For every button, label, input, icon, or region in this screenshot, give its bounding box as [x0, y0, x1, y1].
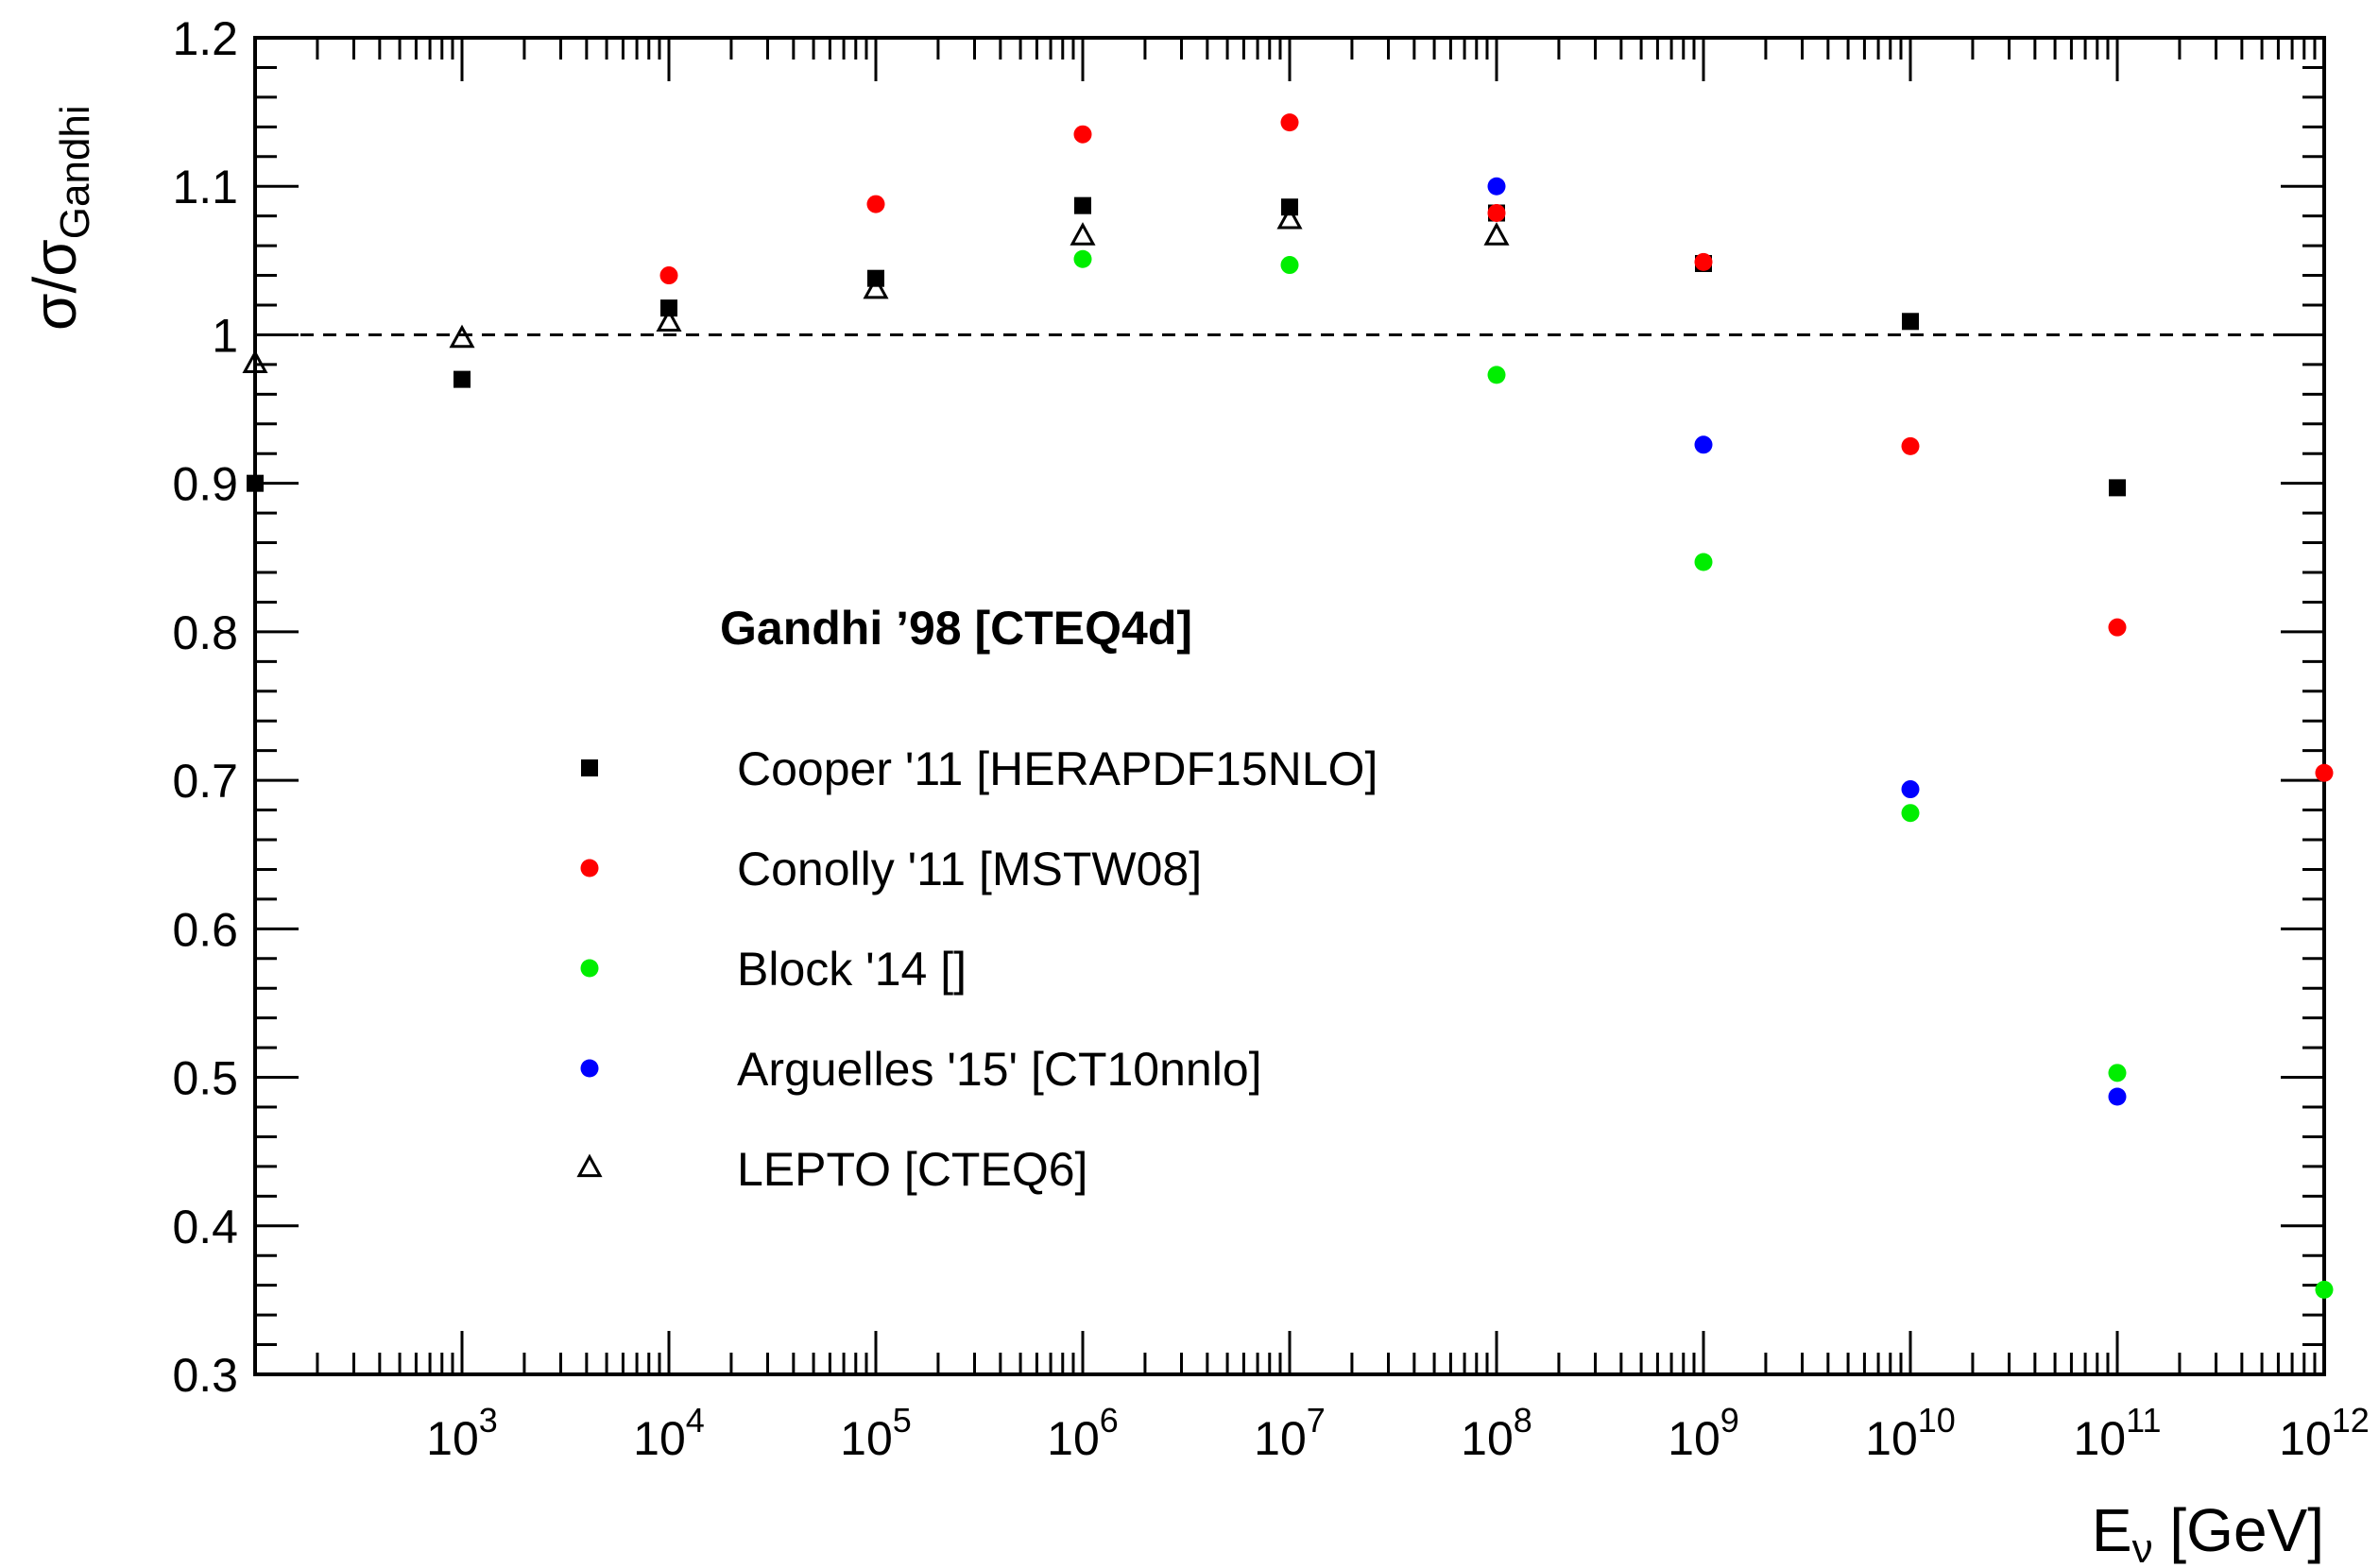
- data-point: [1487, 204, 1506, 223]
- x-tick-label: 1012: [2279, 1401, 2370, 1465]
- data-point: [247, 474, 264, 492]
- data-point: [1073, 249, 1092, 268]
- y-tick-label: 1.2: [172, 12, 238, 65]
- legend-entry: Conolly '11 [MSTW08]: [580, 843, 1202, 895]
- legend-label: Arguelles '15' [CT10nnlo]: [737, 1043, 1262, 1096]
- x-tick-label: 103: [426, 1401, 498, 1465]
- data-point: [656, 308, 682, 332]
- data-point: [2109, 479, 2126, 497]
- data-point: [2315, 1280, 2334, 1299]
- legend-entry: Arguelles '15' [CT10nnlo]: [580, 1043, 1262, 1096]
- y-tick-label: 0.8: [172, 606, 238, 659]
- legend-marker: [580, 1059, 599, 1078]
- data-point: [2315, 763, 2334, 782]
- x-axis-title-main: E: [2092, 1496, 2132, 1564]
- y-tick-label: 1.1: [172, 161, 238, 213]
- data-point: [1694, 435, 1713, 454]
- data-point: [2108, 1064, 2127, 1082]
- series-4: [242, 205, 1510, 373]
- data-point: [1487, 177, 1506, 196]
- data-point: [1070, 222, 1096, 246]
- x-tick-label: 109: [1668, 1401, 1739, 1465]
- legend-entry: Cooper '11 [HERAPDF15NLO]: [581, 742, 1378, 795]
- legend-title: Gandhi ’98 [CTEQ4d]: [720, 602, 1192, 655]
- legend-marker: [576, 1153, 603, 1178]
- x-axis-title-rest: [GeV]: [2153, 1496, 2324, 1564]
- data-point: [863, 275, 889, 299]
- x-tick-label: 1010: [1865, 1401, 1956, 1465]
- legend-marker: [581, 759, 598, 776]
- data-point: [1483, 222, 1510, 246]
- legend: Gandhi ’98 [CTEQ4d] Cooper '11 [HERAPDF1…: [576, 602, 1378, 1196]
- data-point: [1901, 436, 1920, 455]
- data-point: [1694, 252, 1713, 271]
- data-point: [1276, 205, 1303, 230]
- x-tick-label: 1011: [2074, 1401, 2162, 1465]
- y-tick-label: 0.3: [172, 1349, 238, 1402]
- y-tick-label: 0.9: [172, 458, 238, 511]
- series-2: [1073, 249, 2334, 1299]
- data-point: [1073, 125, 1092, 144]
- y-tick-label: 0.5: [172, 1052, 238, 1105]
- data-point: [1280, 256, 1299, 275]
- x-tick-label: 107: [1254, 1401, 1326, 1465]
- legend-label: Conolly '11 [MSTW08]: [737, 843, 1202, 895]
- data-point: [1074, 196, 1091, 214]
- x-tick-label: 108: [1461, 1401, 1532, 1465]
- y-tick-label: 1: [212, 309, 238, 362]
- y-tick-label: 0.7: [172, 755, 238, 808]
- y-axis-title: σ/σGandhi: [21, 105, 98, 331]
- x-tick-label: 106: [1047, 1401, 1119, 1465]
- data-point: [1901, 780, 1920, 799]
- legend-label: Block '14 []: [737, 943, 967, 996]
- series-3: [1487, 177, 2127, 1106]
- legend-label: Cooper '11 [HERAPDF15NLO]: [737, 742, 1378, 795]
- data-point: [242, 349, 268, 373]
- legend-marker: [580, 959, 599, 978]
- data-point: [1902, 313, 1919, 331]
- y-tick-label: 0.6: [172, 903, 238, 956]
- data-point: [659, 266, 678, 285]
- legend-label: LEPTO [CTEQ6]: [737, 1143, 1087, 1196]
- data-point: [1487, 366, 1506, 384]
- data-point: [1694, 553, 1713, 571]
- data-point: [660, 299, 677, 317]
- data-point: [1901, 804, 1920, 823]
- data-point: [2108, 618, 2127, 637]
- data-point: [2108, 1087, 2127, 1106]
- legend-entry: Block '14 []: [580, 943, 967, 996]
- x-axis-title: Eν [GeV]: [2092, 1496, 2324, 1568]
- x-axis-title-sub: ν: [2132, 1525, 2153, 1568]
- legend-entry: LEPTO [CTEQ6]: [576, 1143, 1087, 1196]
- data-point: [1280, 113, 1299, 132]
- x-tick-label: 104: [633, 1401, 705, 1465]
- y-tick-label: 0.4: [172, 1201, 238, 1253]
- y-axis-title-main: σ/σ: [21, 239, 89, 331]
- data-point: [454, 370, 471, 388]
- x-tick-label: 105: [840, 1401, 912, 1465]
- y-axis-title-sub: Gandhi: [52, 105, 98, 239]
- series-1: [659, 113, 2334, 782]
- data-point: [866, 195, 885, 213]
- data-point: [449, 324, 475, 349]
- legend-marker: [580, 859, 599, 878]
